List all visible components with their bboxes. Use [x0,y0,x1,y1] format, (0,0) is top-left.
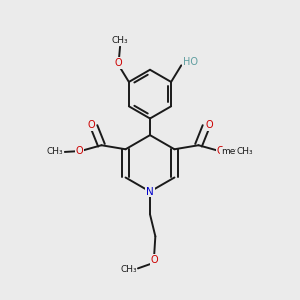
Text: N: N [146,187,154,196]
Text: O: O [205,120,213,130]
Text: methyl: methyl [221,147,253,156]
Text: O: O [151,255,158,265]
Text: CH₃: CH₃ [237,147,253,156]
Text: O: O [87,120,95,130]
Text: CH₃: CH₃ [47,147,63,156]
Text: O: O [75,146,83,156]
Text: O: O [115,58,122,68]
Text: CH₃: CH₃ [112,36,128,45]
Text: CH₃: CH₃ [120,266,137,274]
Text: O: O [217,146,225,156]
Text: HO: HO [183,57,198,68]
